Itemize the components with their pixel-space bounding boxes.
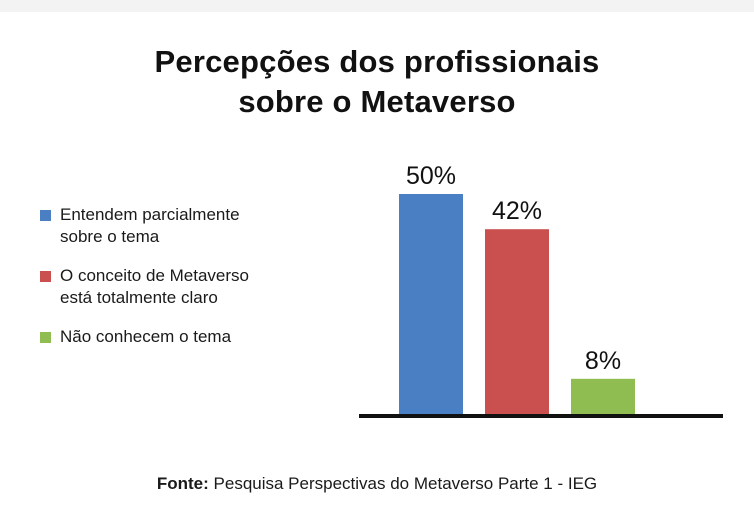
legend-item-unknown: Não conhecem o tema bbox=[40, 326, 340, 348]
legend-label: Não conhecem o tema bbox=[60, 327, 232, 346]
legend-swatch-green bbox=[40, 332, 51, 343]
legend-item-partial: Entendem parcialmente sobre o tema bbox=[40, 204, 340, 248]
source-text: Pesquisa Perspectivas do Metaverso Parte… bbox=[208, 474, 598, 493]
chart-title-line-1: Percepções dos profissionais bbox=[154, 44, 600, 79]
legend-item-clear: O conceito de Metaverso está totalmente … bbox=[40, 265, 340, 309]
source-note: Fonte: Pesquisa Perspectivas do Metavers… bbox=[0, 474, 754, 494]
chart-title-line-2: sobre o Metaverso bbox=[238, 84, 516, 119]
chart-title: Percepções dos profissionais sobre o Met… bbox=[0, 42, 754, 122]
legend-label: O conceito de Metaverso está totalmente … bbox=[60, 266, 249, 307]
legend-swatch-blue bbox=[40, 210, 51, 221]
data-label-1: 50% bbox=[406, 162, 456, 190]
bar-3 bbox=[571, 378, 635, 414]
source-prefix: Fonte: bbox=[156, 474, 209, 493]
data-label-2: 42% bbox=[492, 197, 542, 225]
legend-swatch-red bbox=[40, 271, 51, 282]
bar-1 bbox=[399, 194, 463, 414]
bar-2 bbox=[485, 229, 549, 414]
data-label-3: 8% bbox=[585, 347, 621, 375]
legend: Entendem parcialmente sobre o tema O con… bbox=[40, 204, 340, 365]
top-strip bbox=[0, 0, 754, 12]
legend-label: Entendem parcialmente sobre o tema bbox=[60, 205, 240, 246]
